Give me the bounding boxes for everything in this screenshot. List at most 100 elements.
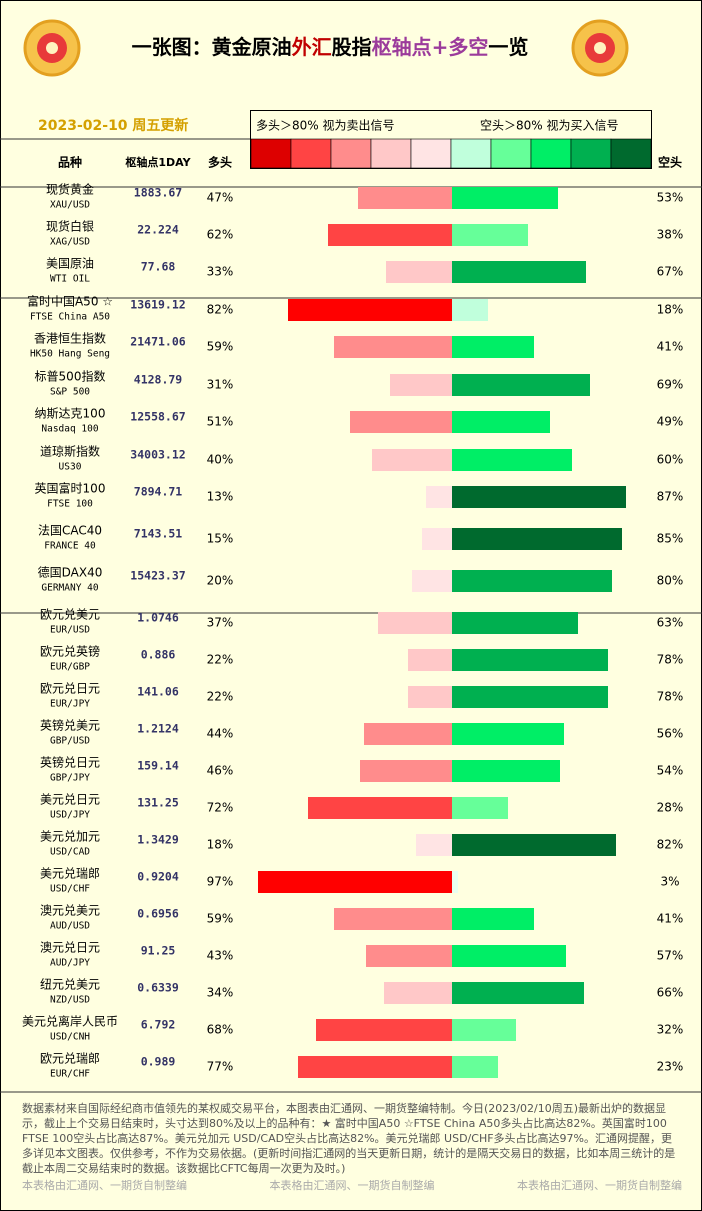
row-code: FTSE China A50 (30, 312, 110, 323)
long-label: 68% (207, 1023, 234, 1037)
long-label: 59% (207, 340, 234, 354)
row-name: 美元兑瑞郎 (40, 867, 100, 881)
long-bar (412, 570, 452, 592)
row-name: 欧元兑瑞郎 (40, 1052, 100, 1066)
row-name: 欧元兑美元 (40, 608, 100, 622)
legend-swatch (490, 138, 532, 169)
long-label: 44% (207, 727, 234, 741)
short-bar (452, 797, 508, 819)
row-code: USD/CAD (50, 847, 90, 858)
pivot: 0.9204 (137, 870, 179, 884)
short-bar (452, 908, 534, 930)
footer: 数据素材来自国际经纪商市值领先的某权威交易平台，本图表由汇通网、一期货整编特制。… (22, 1101, 689, 1193)
row-code: NZD/USD (50, 995, 90, 1006)
row-code: GBP/JPY (50, 773, 90, 784)
short-label: 53% (657, 191, 684, 205)
row-code: WTI OIL (50, 274, 90, 285)
long-label: 13% (207, 490, 234, 504)
row-name: 澳元兑日元 (40, 941, 100, 955)
row-name: 英镑兑美元 (40, 718, 100, 733)
long-bar (334, 336, 452, 358)
title: 一张图：黄金原油外汇股指枢轴点+多空一览 (132, 35, 529, 59)
long-label: 59% (207, 912, 234, 926)
short-bar (452, 374, 590, 396)
row-code: AUD/USD (50, 921, 90, 932)
short-bar (452, 649, 608, 671)
row-name: 美元兑离岸人民币 (22, 1014, 118, 1029)
short-label: 85% (657, 532, 684, 546)
short-bar (452, 336, 534, 358)
legend-box (250, 110, 652, 169)
short-bar (452, 1019, 516, 1041)
long-bar (350, 411, 452, 433)
row-code: AUD/JPY (50, 958, 90, 969)
long-label: 15% (207, 532, 234, 546)
row-name: 美国原油 (46, 257, 94, 271)
short-bar (452, 528, 622, 550)
long-bar (372, 449, 452, 471)
pivot: 6.792 (141, 1018, 176, 1032)
logo-right (571, 19, 629, 77)
row-name: 标普500指数 (35, 369, 106, 384)
short-label: 66% (657, 986, 684, 1000)
row-code: FTSE 100 (47, 499, 93, 510)
row-code: XAU/USD (50, 200, 90, 211)
long-bar (416, 834, 452, 856)
pivot: 159.14 (137, 759, 179, 773)
row-name: 欧元兑英镑 (40, 644, 100, 659)
short-label: 49% (657, 415, 684, 429)
legend-swatch (290, 138, 332, 169)
row-name: 富时中国A50 ☆ (27, 294, 113, 309)
row-name: 英镑兑日元 (40, 755, 100, 770)
title-part: 一张图：黄金原油 (132, 35, 292, 59)
short-label: 28% (657, 801, 684, 815)
short-label: 80% (657, 574, 684, 588)
row-name: 法国CAC40 (38, 524, 102, 538)
row-name: 道琼斯指数 (40, 444, 100, 459)
short-bar (452, 723, 564, 745)
long-bar (422, 528, 452, 550)
pivot: 15423.37 (130, 569, 185, 583)
legend-swatch (530, 138, 572, 169)
short-label: 78% (657, 690, 684, 704)
pivot: 0.989 (141, 1055, 176, 1069)
short-label: 69% (657, 378, 684, 392)
row-code: GBP/USD (50, 736, 90, 747)
row-name: 德国DAX40 (38, 565, 103, 580)
pivot: 91.25 (141, 944, 176, 958)
title-part: 股指 (332, 35, 372, 59)
pivot: 1.3429 (137, 833, 179, 847)
legend-swatch (570, 138, 612, 169)
row-name: 美元兑加元 (40, 830, 100, 844)
long-label: 37% (207, 616, 234, 630)
long-bar (390, 374, 452, 396)
title-part: 枢轴点+多空 (372, 35, 489, 59)
update-date: 2023-02-10 周五更新 (38, 117, 188, 134)
short-bar (452, 261, 586, 283)
row-code: EUR/USD (50, 625, 90, 636)
long-bar (408, 686, 452, 708)
long-label: 33% (207, 265, 234, 279)
pivot: 12558.67 (130, 410, 185, 424)
pivot: 0.6956 (137, 907, 179, 921)
long-bar (298, 1056, 452, 1078)
row-code: XAG/USD (50, 237, 90, 248)
watermarks: 本表格由汇通网、一期货自制整编 本表格由汇通网、一期货自制整编 本表格由汇通网、… (22, 1178, 682, 1193)
pivot: 4128.79 (134, 373, 183, 387)
long-label: 97% (207, 875, 234, 889)
short-label: 57% (657, 949, 684, 963)
long-label: 77% (207, 1060, 234, 1074)
row-code: USD/CHF (50, 884, 90, 895)
short-bar (452, 411, 550, 433)
footer-text: 数据素材来自国际经纪商市值领先的某权威交易平台，本图表由汇通网、一期货整编特制。… (22, 1102, 689, 1175)
short-bar (452, 486, 626, 508)
row-name: 英国富时100 (35, 481, 106, 496)
row-code: HK50 Hang Seng (30, 349, 110, 360)
short-bar (452, 760, 560, 782)
watermark: 本表格由汇通网、一期货自制整编 (22, 1179, 187, 1192)
header-short: 空头 (658, 155, 682, 170)
long-bar (366, 945, 452, 967)
pivot: 22.224 (137, 223, 179, 237)
pivot: 131.25 (137, 796, 179, 810)
